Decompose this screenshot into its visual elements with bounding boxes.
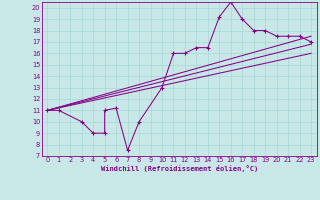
X-axis label: Windchill (Refroidissement éolien,°C): Windchill (Refroidissement éolien,°C): [100, 165, 258, 172]
